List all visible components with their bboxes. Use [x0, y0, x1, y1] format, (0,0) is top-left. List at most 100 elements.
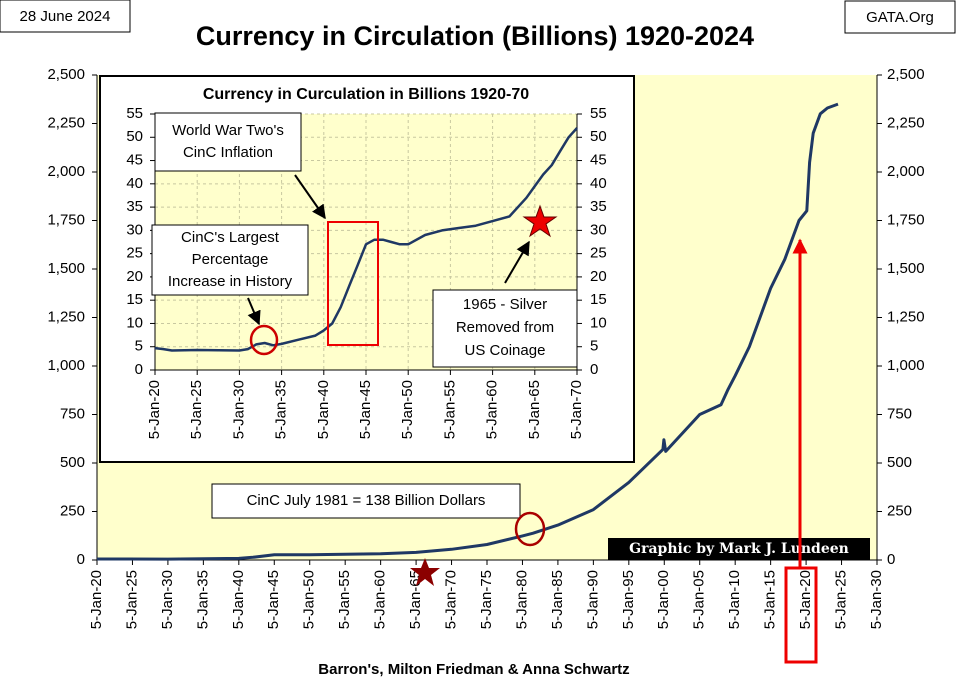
annotation: World War Two's CinC Inflation	[172, 122, 284, 161]
y2-tick-label: 0	[590, 361, 598, 378]
x-tick-label: 5-Jan-70	[443, 570, 460, 629]
x-tick-label: 5-Jan-45	[357, 380, 374, 439]
y-tick-label: 2,250	[47, 114, 85, 131]
y-tick-label: 15	[126, 291, 143, 308]
annotation-box	[151, 224, 309, 296]
highlight-circle	[514, 511, 546, 547]
y2-tick-label: 10	[590, 314, 607, 331]
x-tick-label: 5-Jan-95	[620, 570, 637, 629]
x-tick-label: 5-Jan-20	[797, 570, 814, 629]
x-tick-label: 5-Jan-80	[513, 570, 530, 629]
y2-tick-label: 1,250	[887, 308, 925, 325]
x-tick-label: 5-Jan-65	[407, 570, 424, 629]
y2-tick-label: 5	[590, 338, 598, 355]
arrow	[294, 174, 326, 220]
y-tick-label: 2,000	[47, 163, 85, 180]
y-tick-label: 10	[126, 314, 143, 331]
annotation-box	[432, 289, 578, 368]
y2-tick-label: 45	[590, 152, 607, 169]
x-tick-label: 5-Jan-55	[441, 380, 458, 439]
x-tick-label: 5-Jan-10	[726, 570, 743, 629]
x-tick-label: 5-Jan-70	[568, 380, 585, 439]
highlight-circle	[249, 324, 279, 356]
highlight-box	[784, 566, 818, 664]
y-tick-label: 45	[126, 152, 143, 169]
x-tick-label: 5-Jan-20	[88, 570, 105, 629]
y-tick-label: 1,250	[47, 308, 85, 325]
y2-tick-label: 750	[887, 405, 912, 422]
main-chart: 02505007501,0001,2501,5001,7502,0002,250…	[47, 66, 924, 629]
x-tick-label: 5-Jan-50	[301, 570, 318, 629]
y-tick-label: 35	[126, 198, 143, 215]
y2-tick-label: 40	[590, 175, 607, 192]
arrow	[504, 240, 530, 284]
credit-box	[608, 538, 870, 560]
y-tick-label: 1,500	[47, 260, 85, 277]
x-tick-label: 5-Jan-75	[478, 570, 495, 629]
site-box	[844, 0, 956, 34]
y2-tick-label: 250	[887, 502, 912, 519]
site: GATA.Org	[866, 9, 934, 26]
y-tick-label: 55	[126, 105, 143, 122]
y-tick-label: 750	[60, 405, 85, 422]
date-box	[0, 0, 131, 33]
y-tick-label: 500	[60, 454, 85, 471]
x-tick-label: 5-Jan-30	[230, 380, 247, 439]
x-tick-label: 5-Jan-20	[146, 380, 163, 439]
highlight-box	[327, 221, 379, 346]
x-tick-label: 5-Jan-65	[526, 380, 543, 439]
x-tick-label: 5-Jan-25	[833, 570, 850, 629]
star	[522, 204, 558, 238]
y-tick-label: 0	[77, 551, 85, 568]
x-tick-label: 5-Jan-25	[123, 570, 140, 629]
y-tick-label: 50	[126, 128, 143, 145]
y2-tick-label: 1,500	[887, 260, 925, 277]
date: 28 June 2024	[20, 8, 111, 25]
x-tick-label: 5-Jan-25	[188, 380, 205, 439]
annotation: CinC's Largest Percentage Increase in Hist…	[168, 229, 293, 290]
y2-tick-label: 2,250	[887, 114, 925, 131]
x-tick-label: 5-Jan-40	[230, 570, 247, 629]
y-tick-label: 1,750	[47, 211, 85, 228]
x-tick-label: 5-Jan-45	[265, 570, 282, 629]
x-tick-label: 5-Jan-85	[549, 570, 566, 629]
x-tick-label: 5-Jan-50	[399, 380, 416, 439]
annotation-box	[211, 483, 521, 519]
y2-tick-label: 15	[590, 291, 607, 308]
y-tick-label: 25	[126, 245, 143, 262]
credit: Graphic by Mark J. Lundeen	[629, 541, 849, 557]
source: Barron's, Milton Friedman & Anna Schwart…	[318, 661, 629, 678]
y2-tick-label: 1,000	[887, 357, 925, 374]
annotation: CinC July 1981 = 138 Billion Dollars	[247, 492, 486, 509]
y2-tick-label: 2,500	[887, 66, 925, 83]
inset-title: Currency in Curculation in Billions 1920…	[203, 86, 529, 103]
x-tick-label: 5-Jan-15	[762, 570, 779, 629]
x-tick-label: 5-Jan-35	[273, 380, 290, 439]
data-line	[154, 127, 578, 352]
y2-tick-label: 55	[590, 105, 607, 122]
y-tick-label: 0	[135, 361, 143, 378]
x-tick-label: 5-Jan-60	[484, 380, 501, 439]
y2-tick-label: 50	[590, 128, 607, 145]
x-tick-label: 5-Jan-05	[691, 570, 708, 629]
x-tick-label: 5-Jan-40	[315, 380, 332, 439]
star	[410, 558, 440, 586]
y2-tick-label: 20	[590, 268, 607, 285]
x-tick-label: 5-Jan-00	[655, 570, 672, 629]
y2-tick-label: 30	[590, 221, 607, 238]
y-tick-label: 250	[60, 502, 85, 519]
y2-tick-label: 2,000	[887, 163, 925, 180]
arrow	[247, 297, 261, 326]
x-tick-label: 5-Jan-55	[336, 570, 353, 629]
y-tick-label: 20	[126, 268, 143, 285]
y2-tick-label: 25	[590, 245, 607, 262]
x-tick-label: 5-Jan-60	[372, 570, 389, 629]
y-tick-label: 30	[126, 221, 143, 238]
y2-tick-label: 1,750	[887, 211, 925, 228]
y-tick-label: 2,500	[47, 66, 85, 83]
data-line	[96, 102, 839, 561]
y-tick-label: 5	[135, 338, 143, 355]
x-tick-label: 5-Jan-35	[194, 570, 211, 629]
y-tick-label: 1,000	[47, 357, 85, 374]
